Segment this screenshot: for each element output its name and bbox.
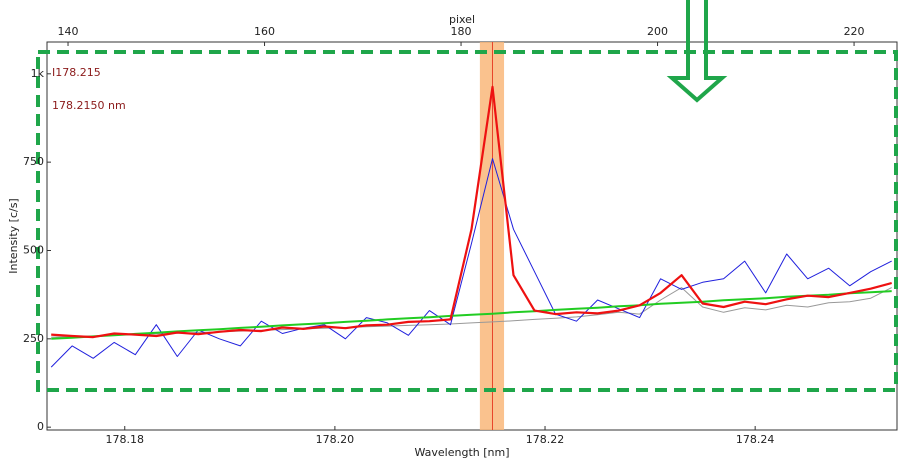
series-line <box>51 85 892 339</box>
plot-area <box>46 41 898 431</box>
y-tick-label: 750 <box>23 155 44 168</box>
plot-layer <box>50 42 892 430</box>
y-tick-label: 1k <box>31 67 45 80</box>
x-tick-label: 178.20 <box>316 433 355 446</box>
x2-tick-label: 140 <box>58 25 79 38</box>
series-line <box>51 290 892 340</box>
x-tick-label: 178.18 <box>106 433 145 446</box>
x2-tick-label: 220 <box>844 25 865 38</box>
arrow <box>666 0 728 103</box>
x2-tick-label: 180 <box>451 25 472 38</box>
x-tick-label: 178.24 <box>736 433 775 446</box>
x-axis-label: Wavelength [nm] <box>414 446 509 459</box>
annotation: 178.2150 nm <box>52 99 126 112</box>
highlight-box <box>36 50 898 392</box>
x2-axis-label: pixel <box>449 13 475 26</box>
x2-tick-label: 200 <box>647 25 668 38</box>
y-tick-label: 500 <box>23 243 44 256</box>
annotation: I178.215 <box>52 66 101 79</box>
series-line <box>50 158 892 368</box>
highlight-band <box>479 42 505 430</box>
y-axis-label: Intensity [c/s] <box>7 198 20 273</box>
y-tick-label: 0 <box>37 420 44 433</box>
y-tick-label: 250 <box>23 332 44 345</box>
x2-tick-label: 160 <box>254 25 275 38</box>
x-tick-label: 178.22 <box>526 433 565 446</box>
